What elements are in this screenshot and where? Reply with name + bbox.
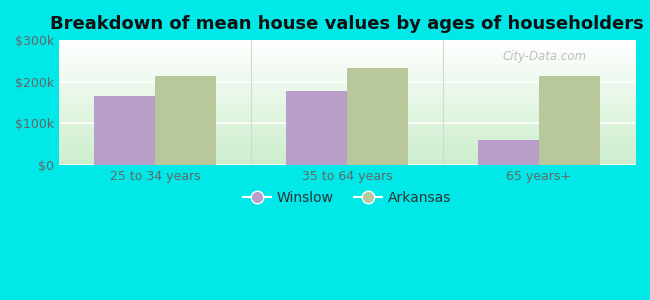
Bar: [347, 68, 408, 165]
Text: City-Data.com: City-Data.com: [502, 50, 587, 63]
Bar: [155, 76, 216, 165]
Legend: Winslow, Arkansas: Winslow, Arkansas: [237, 185, 456, 210]
Bar: [478, 140, 539, 165]
Bar: [94, 96, 155, 165]
Bar: [539, 76, 601, 165]
Title: Breakdown of mean house values by ages of householders: Breakdown of mean house values by ages o…: [50, 15, 644, 33]
Bar: [285, 91, 347, 165]
